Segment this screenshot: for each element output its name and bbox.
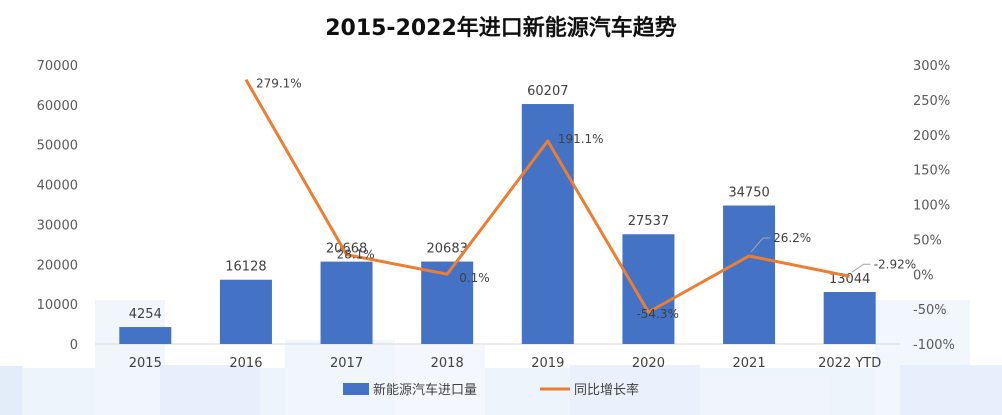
line-data-label: 26.2%	[773, 231, 811, 245]
line-data-label: 28.1%	[337, 248, 375, 262]
x-tick-label: 2018	[431, 356, 464, 371]
bar-data-label: 34750	[728, 185, 769, 200]
y-right-tick-label: 50%	[913, 233, 942, 248]
line-data-label: 279.1%	[256, 77, 302, 91]
y-left-axis: 0 10000 20000 30000 40000 50000 60000 70000	[37, 59, 78, 353]
y-right-tick-label: 150%	[913, 164, 950, 179]
y-left-tick-label: 20000	[37, 258, 78, 273]
legend-label-line: 同比增长率	[574, 382, 639, 398]
legend: 新能源汽车进口量 同比增长率	[343, 382, 639, 398]
bar-series	[119, 104, 876, 344]
bar-data-label: 20683	[427, 242, 468, 257]
bar-data-label: 20668	[326, 242, 367, 257]
x-tick-label: 2019	[531, 356, 564, 371]
y-right-tick-label: 0%	[913, 268, 934, 283]
x-axis: 2015 2016 2017 2018 2019 2020 2021 2022 YTD	[129, 356, 881, 371]
y-right-axis: -100% -50% 0% 50% 100% 150% 200% 250% 300%	[913, 59, 955, 353]
y-left-tick-label: 0	[70, 338, 78, 353]
x-tick-label: 2021	[733, 356, 766, 371]
legend-label-bar: 新能源汽车进口量	[373, 382, 477, 398]
chart-title: 2015-2022年进口新能源汽车趋势	[325, 16, 677, 41]
leader-line	[750, 237, 771, 253]
line-data-label: -2.92%	[874, 257, 916, 271]
y-right-tick-label: 100%	[913, 199, 950, 214]
bar	[521, 104, 574, 344]
y-right-tick-label: 300%	[913, 59, 950, 74]
y-right-tick-label: 200%	[913, 129, 950, 144]
y-left-tick-label: 10000	[37, 298, 78, 313]
line-data-label: 0.1%	[459, 271, 490, 285]
bar-data-label: 13044	[829, 272, 870, 287]
line-data-label: 191.1%	[558, 132, 604, 146]
line-data-label: -54.3%	[636, 307, 678, 321]
x-tick-label: 2016	[229, 356, 262, 371]
x-tick-label: 2020	[632, 356, 665, 371]
bar	[119, 327, 172, 344]
bar	[723, 205, 776, 344]
y-left-tick-label: 70000	[37, 59, 78, 74]
bar-data-label: 16128	[225, 260, 266, 275]
x-tick-label: 2022 YTD	[818, 356, 881, 371]
bar-data-labels: 4254 16128 20668 20683 60207 27537 34750 13044	[129, 84, 871, 322]
y-left-tick-label: 40000	[37, 179, 78, 194]
x-tick-label: 2015	[129, 356, 162, 371]
growth-line	[244, 78, 850, 314]
leader-line	[851, 263, 871, 273]
y-right-tick-label: -50%	[913, 303, 947, 318]
y-right-tick-label: -100%	[913, 338, 955, 353]
bar-data-label: 60207	[527, 84, 568, 99]
bar	[320, 261, 373, 344]
x-tick-label: 2017	[330, 356, 363, 371]
legend-swatch-bar	[343, 383, 369, 395]
y-left-tick-label: 30000	[37, 218, 78, 233]
line-series: 279.1% 28.1% 0.1% 191.1% -54.3% 26.2% -2.92%	[244, 77, 916, 321]
y-left-tick-label: 50000	[37, 139, 78, 154]
bar	[622, 234, 675, 344]
bar	[823, 292, 876, 344]
y-left-tick-label: 60000	[37, 99, 78, 114]
bar	[219, 279, 272, 344]
y-right-tick-label: 250%	[913, 94, 950, 109]
bar-data-label: 27537	[628, 214, 669, 229]
bar-data-label: 4254	[129, 307, 162, 322]
